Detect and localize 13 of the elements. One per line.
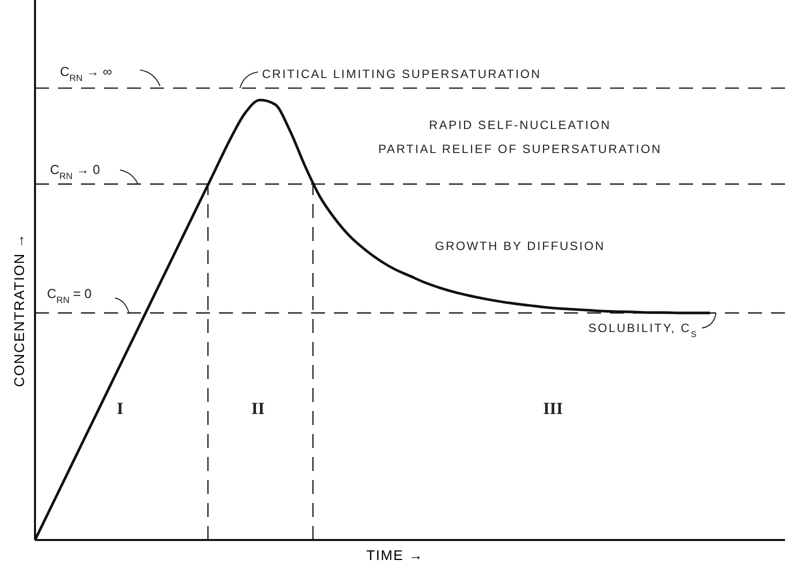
annotation: GROWTH BY DIFFUSION <box>434 239 606 253</box>
annotation: PARTIAL RELIEF OF SUPERSATURATION <box>378 142 662 156</box>
annotation: III <box>543 399 564 418</box>
text: CRITICAL LIMITING SUPERSATURATION <box>262 67 542 81</box>
annotation: C$_{RN}$ → 0 <box>50 162 100 181</box>
text: C$_{RN}$ → ∞ <box>60 64 112 83</box>
x-axis-title: TIME → <box>366 547 424 563</box>
y-axis-title: CONCENTRATION → <box>11 233 27 387</box>
annotation: C$_{RN}$ = 0 <box>47 286 92 305</box>
annotation: I <box>116 399 124 418</box>
annotation: SOLUBILITY, C$_{S}$ <box>588 321 698 339</box>
annotation: RAPID SELF-NUCLEATION <box>429 118 611 132</box>
annotation: II <box>251 399 265 418</box>
